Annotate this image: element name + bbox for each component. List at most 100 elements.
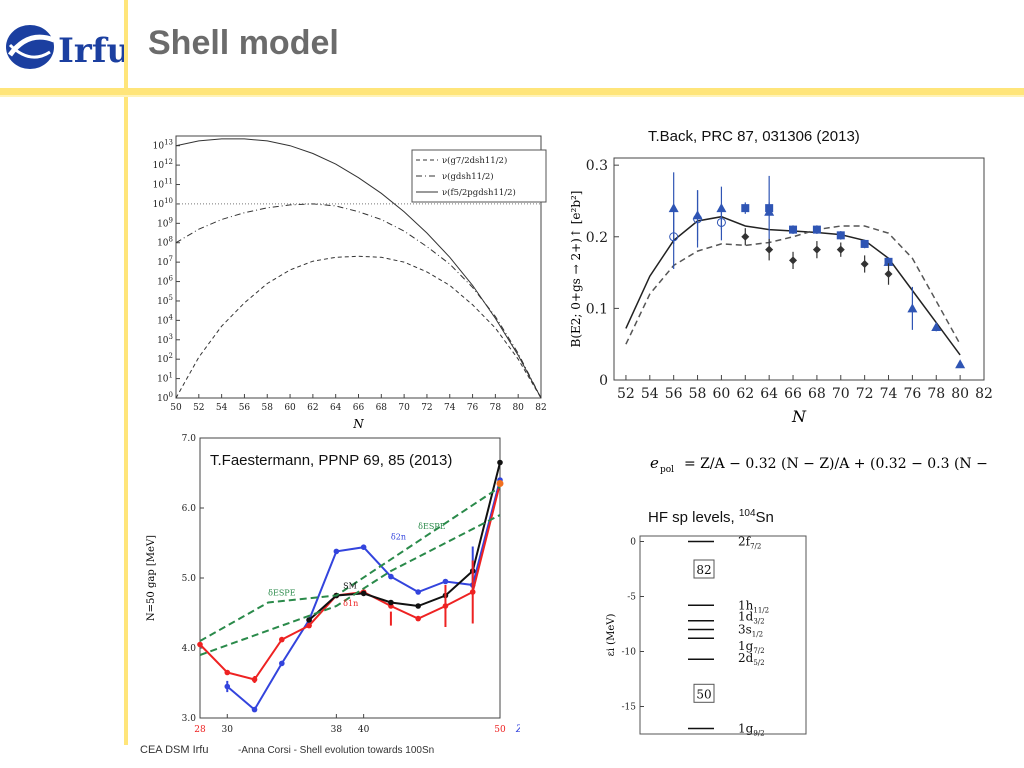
gap-point xyxy=(497,459,503,466)
hf-y-label: εi (MeV) xyxy=(606,614,617,657)
be2-point-square xyxy=(812,225,821,234)
be2-x-tick-label: 78 xyxy=(927,386,945,402)
be2-x-tick-label: 52 xyxy=(617,386,635,402)
be2-point-diamond xyxy=(765,245,774,254)
be2-x-tick-label: 66 xyxy=(784,386,802,402)
formula-lhs: e xyxy=(650,454,659,472)
hf-title: HF sp levels, 104Sn xyxy=(648,508,774,526)
formula-lhs-sub: pol xyxy=(660,465,674,475)
hf-level-label: 1g7/2 xyxy=(738,639,765,655)
be2-series xyxy=(625,172,966,369)
be2-x-tick-label: 58 xyxy=(689,386,707,402)
dimension-x-tick-label: 74 xyxy=(444,403,456,413)
formula-body: = Z/A − 0.32 (N − Z)/A + (0.32 − 0.3 (N … xyxy=(684,456,988,472)
gap-x-tick-label: 40 xyxy=(358,725,370,735)
gap-point xyxy=(415,603,421,609)
be2-x-tick-label: 76 xyxy=(903,386,921,402)
dimension-x-tick-label: 56 xyxy=(239,403,251,413)
gap-annotation: SM xyxy=(343,582,357,591)
dimension-chart: 50 52 54 56 58 60 62 64 66 68 70 72 74 76 78 80 82 100 101… xyxy=(153,135,547,430)
be2-x-tick-label: 70 xyxy=(832,386,850,402)
gap-point xyxy=(360,544,367,550)
be2-x-tick-label: 64 xyxy=(760,386,778,402)
be2-y-tick-label: 0 xyxy=(599,373,608,389)
dimension-x-tick-label: 76 xyxy=(467,403,479,413)
be2-y-tick-label: 0.3 xyxy=(586,158,608,174)
be2-series-line xyxy=(625,215,961,356)
dimension-legend-label: ν(g7/2dsh11/2) xyxy=(442,155,507,166)
dimension-y-tick-label: 100 xyxy=(157,391,173,404)
dimension-legend-label: ν(gdsh11/2) xyxy=(442,171,494,182)
gap-point xyxy=(306,622,312,629)
page-title: Shell model xyxy=(148,24,339,62)
dimension-x-tick-label: 80 xyxy=(512,403,524,413)
be2-frame xyxy=(613,157,985,381)
dimension-y-tick-label: 104 xyxy=(157,313,173,326)
gap-point xyxy=(279,660,285,667)
dimension-x-tick-label: 50 xyxy=(170,403,182,413)
hf-gap-label: 82 xyxy=(696,563,711,577)
gap-y-tick-label: 4.0 xyxy=(182,644,197,654)
dimension-x-label: N xyxy=(352,417,364,430)
hf-y-tick-label: -10 xyxy=(622,648,637,658)
dimension-y-tick-label: 101 xyxy=(157,372,173,385)
be2-point-circle xyxy=(693,214,703,224)
be2-point-diamond xyxy=(741,232,750,241)
be2-point-diamond xyxy=(812,245,821,254)
be2-point-diamond xyxy=(884,270,893,279)
gap-point xyxy=(415,589,421,595)
be2-x-tick-label: 74 xyxy=(880,386,898,402)
dimension-x-tick-label: 62 xyxy=(307,403,318,413)
vertical-accent-bar xyxy=(124,0,128,745)
hf-level-label: 1g9/2 xyxy=(738,722,765,738)
hf-title-text: HF sp levels, xyxy=(648,509,739,526)
hf-title-end: Sn xyxy=(755,509,774,526)
be2-point-diamond xyxy=(860,259,869,268)
hf-level-label: 1d3/2 xyxy=(738,609,765,625)
gap-y-tick-label: 3.0 xyxy=(182,714,197,724)
be2-point-triangle xyxy=(907,303,918,313)
dimension-y-tick-label: 109 xyxy=(157,216,173,229)
hf-y-tick-label: -5 xyxy=(627,593,636,603)
gap-series-line xyxy=(199,486,501,642)
be2-point-triangle xyxy=(764,206,775,216)
dimension-y-tick-label: 1013 xyxy=(153,139,173,152)
gap-annotation: δ1n xyxy=(343,599,358,608)
gap-point xyxy=(279,636,285,643)
reference-faestermann: T.Faestermann, PPNP 69, 85 (2013) xyxy=(210,452,453,469)
footer-affiliation: CEA DSM Irfu xyxy=(140,744,209,756)
header-accent-bar xyxy=(0,88,1024,95)
gap-annotation: δ2n xyxy=(391,533,406,542)
be2-axes: 52 54 56 58 60 62 64 66 68 70 72 74 76 78 80 82 0 0.1 0.2 0… xyxy=(569,157,993,426)
gap-series-line xyxy=(308,462,501,621)
gap-x-tick-label: 38 xyxy=(331,725,343,735)
dimension-x-tick-label: 68 xyxy=(376,403,388,413)
hf-y-tick-label: -15 xyxy=(622,703,637,713)
hf-gap-box xyxy=(693,559,715,579)
gap-x-tick-label: 28 xyxy=(194,725,206,735)
dimension-x-tick-label: 66 xyxy=(353,403,365,413)
gap-point xyxy=(306,617,312,623)
gap-series-line xyxy=(199,514,501,656)
be2-x-tick-label: 56 xyxy=(665,386,683,402)
gap-annotation: δESPE xyxy=(268,589,296,598)
dimension-x-tick-label: 54 xyxy=(216,403,228,413)
dimension-y-tick-label: 106 xyxy=(157,275,173,288)
be2-x-tick-label: 72 xyxy=(856,386,874,402)
header-accent-bar-light xyxy=(0,95,1024,97)
hf-gap-label: 50 xyxy=(696,687,711,701)
dimension-axes: 50 52 54 56 58 60 62 64 66 68 70 72 74 76 78 80 82 100 101… xyxy=(153,135,547,430)
gap-point xyxy=(388,599,394,606)
be2-x-tick-label: 80 xyxy=(951,386,969,402)
dimension-x-tick-label: 64 xyxy=(330,403,342,413)
gap-y-label: N=50 gap [MeV] xyxy=(146,535,157,621)
be2-y-tick-label: 0.2 xyxy=(586,230,608,246)
dimension-x-tick-label: 72 xyxy=(421,403,432,413)
dimension-series xyxy=(175,138,542,399)
hf-axes: 0 -5 -10 -15 εi (MeV) xyxy=(606,535,807,735)
be2-x-tick-label: 54 xyxy=(641,386,659,402)
dimension-series-line xyxy=(175,203,542,399)
be2-point-triangle xyxy=(955,359,966,369)
be2-y-tick-label: 0.1 xyxy=(586,301,608,317)
